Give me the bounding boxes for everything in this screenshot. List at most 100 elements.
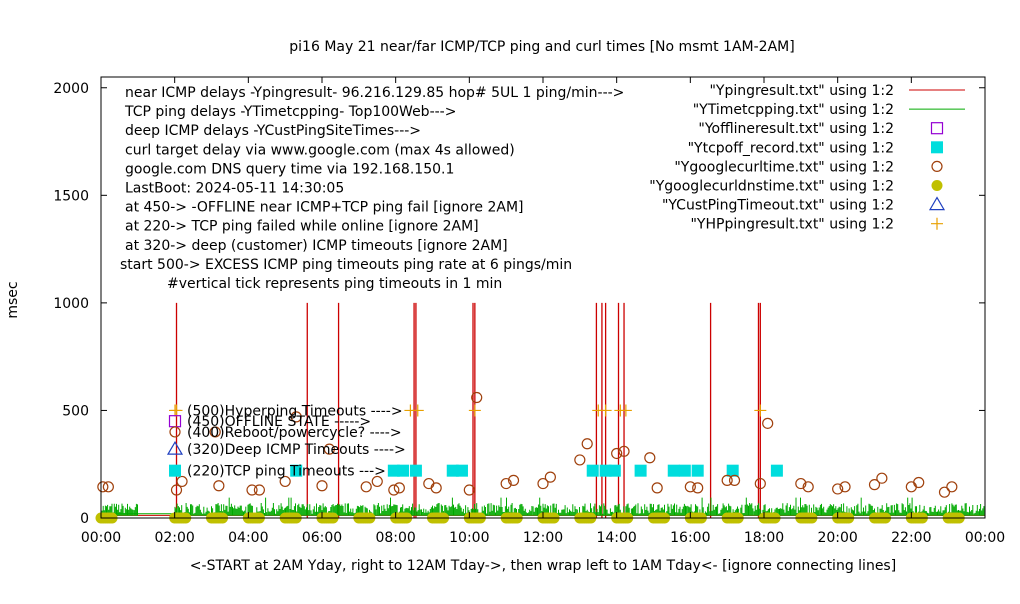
open-circle-point bbox=[170, 484, 183, 496]
inline-key-label: (320)Deep ICMP Timeouts ----> bbox=[187, 442, 406, 458]
open-circle-point bbox=[611, 447, 623, 460]
open-circle-point bbox=[323, 443, 335, 455]
open-circle-point bbox=[905, 481, 917, 493]
x-tick-label: 12:00 bbox=[523, 530, 563, 546]
open-circle-point bbox=[423, 477, 435, 490]
info-line: TCP ping delays -YTimetcpping- Top100Web… bbox=[124, 104, 456, 120]
open-circle-point bbox=[500, 477, 512, 490]
open-circle-point bbox=[938, 486, 951, 498]
inline-key-label: (450)OFFLINE STATE -----> bbox=[187, 414, 371, 430]
y-axis-label: msec bbox=[5, 281, 21, 318]
plot-frame: 00:00 02:00 04:00 06:00 08:00 10:00 12:00 14:00… bbox=[53, 76, 1005, 546]
y-tick-label: 500 bbox=[62, 403, 89, 419]
legend-label: "Ygooglecurltime.txt" using 1:2 bbox=[674, 159, 894, 175]
inline-key-entry: (220)TCP ping Timeouts ---> bbox=[169, 464, 386, 480]
legend-entry: "Ygooglecurldnstime.txt" using 1:2 bbox=[649, 179, 943, 195]
info-line: at 450-> -OFFLINE near ICMP+TCP ping fai… bbox=[125, 200, 524, 216]
x-tick-label: 00:00 bbox=[965, 530, 1005, 546]
legend-entry: "YHPpingresult.txt" using 1:2 bbox=[690, 217, 943, 233]
open-circle-point bbox=[913, 476, 925, 489]
x-axis-label: <-START at 2AM Yday, right to 12AM Tday-… bbox=[190, 558, 896, 574]
open-circle-point bbox=[754, 477, 766, 490]
inline-key-entry: (400)Reboot/powercycle? ----> bbox=[169, 425, 402, 441]
open-circle-point bbox=[213, 480, 225, 492]
y-tick-label: 1500 bbox=[53, 188, 89, 204]
open-circle-point bbox=[176, 475, 188, 488]
legend-entry: "YTimetcpping.txt" using 1:2 bbox=[693, 102, 965, 118]
open-circle-point bbox=[721, 474, 733, 486]
open-circle-point bbox=[868, 479, 881, 491]
legend: "Ypingresult.txt" using 1:2 "YTimetcpping… bbox=[649, 83, 965, 233]
info-line: start 500-> EXCESS ICMP ping timeouts pi… bbox=[120, 257, 572, 273]
inline-key: (500)Hyperping Timeouts ---->(450)OFFLIN… bbox=[166, 403, 406, 480]
open-circle-point bbox=[102, 481, 114, 493]
filled-square-point bbox=[290, 464, 303, 477]
legend-label: "Ygooglecurldnstime.txt" using 1:2 bbox=[649, 179, 894, 195]
legend-symbol bbox=[930, 122, 944, 135]
filled-square-point bbox=[387, 464, 400, 477]
info-line: deep ICMP delays -YCustPingSiteTimes---> bbox=[125, 123, 421, 139]
legend-entry: "YCustPingTimeout.txt" using 1:2 bbox=[662, 196, 946, 214]
x-tick-label: 14:00 bbox=[596, 530, 636, 546]
legend-symbol bbox=[928, 196, 946, 211]
filled-square-point bbox=[599, 464, 612, 477]
inline-key-entry: (320)Deep ICMP Timeouts ----> bbox=[166, 440, 406, 458]
open-circle-point bbox=[279, 475, 291, 488]
open-circle-point bbox=[316, 480, 328, 492]
open-circle-point bbox=[209, 426, 221, 438]
filled-square-point bbox=[586, 464, 599, 477]
filled-square-point bbox=[667, 464, 680, 477]
open-circle-point bbox=[463, 484, 475, 496]
chart-title: pi16 May 21 near/far ICMP/TCP ping and c… bbox=[289, 39, 794, 55]
open-circle-point bbox=[832, 483, 844, 495]
legend-label: "YCustPingTimeout.txt" using 1:2 bbox=[662, 198, 894, 214]
plus-point bbox=[411, 404, 424, 417]
filled-square-point bbox=[455, 464, 468, 477]
filled-square-point bbox=[634, 464, 647, 477]
open-circle-point bbox=[618, 445, 630, 457]
legend-entry: "Ypingresult.txt" using 1:2 bbox=[709, 83, 965, 99]
legend-label: "YHPpingresult.txt" using 1:2 bbox=[690, 217, 894, 233]
series-3 bbox=[97, 391, 958, 498]
series-2 bbox=[290, 464, 783, 477]
inline-key-symbol bbox=[169, 464, 181, 477]
info-text-block: near ICMP delays -Ypingresult- 96.216.12… bbox=[120, 85, 624, 292]
x-tick-label: 20:00 bbox=[817, 530, 857, 546]
inline-key-symbol bbox=[169, 426, 181, 438]
x-tick-label: 06:00 bbox=[302, 530, 342, 546]
x-tick-label: 22:00 bbox=[891, 530, 931, 546]
info-line: at 220-> TCP ping failed while online [i… bbox=[125, 219, 479, 235]
legend-label: "Ypingresult.txt" using 1:2 bbox=[709, 83, 894, 99]
filled-square-point bbox=[770, 464, 783, 477]
inline-key-symbol bbox=[169, 404, 181, 417]
filled-square-point bbox=[446, 464, 459, 477]
open-circle-point bbox=[692, 482, 704, 494]
open-circle-point bbox=[360, 481, 372, 493]
inline-key-label: (220)TCP ping Timeouts ---> bbox=[187, 464, 386, 480]
plus-point bbox=[619, 404, 632, 417]
open-circle-point bbox=[574, 454, 586, 466]
open-circle-point bbox=[544, 471, 556, 483]
open-circle-point bbox=[430, 482, 442, 494]
x-tick-label: 08:00 bbox=[375, 530, 415, 546]
inline-key-symbol bbox=[166, 440, 184, 455]
open-circle-point bbox=[97, 481, 109, 493]
inline-key-label: (400)Reboot/powercycle? ----> bbox=[187, 425, 402, 441]
x-tick-label: 10:00 bbox=[449, 530, 489, 546]
legend-label: "Ytcpoff_record.txt" using 1:2 bbox=[688, 140, 894, 156]
legend-entry: "Ytcpoff_record.txt" using 1:2 bbox=[688, 140, 943, 156]
open-circle-point bbox=[684, 481, 696, 493]
legend-label: "Yofflineresult.txt" using 1:2 bbox=[698, 121, 894, 137]
x-tick-label: 16:00 bbox=[670, 530, 710, 546]
legend-symbol bbox=[931, 217, 943, 230]
open-circle-point bbox=[802, 481, 814, 493]
filled-square-point bbox=[409, 464, 422, 477]
open-circle-point bbox=[651, 482, 663, 494]
open-circle-point bbox=[537, 477, 549, 490]
series-5 bbox=[170, 404, 767, 417]
info-line: #vertical tick represents ping timeouts … bbox=[167, 276, 502, 292]
y-tick-label: 1000 bbox=[53, 296, 89, 312]
filled-square-point bbox=[726, 464, 739, 477]
filled-square-point bbox=[397, 464, 410, 477]
